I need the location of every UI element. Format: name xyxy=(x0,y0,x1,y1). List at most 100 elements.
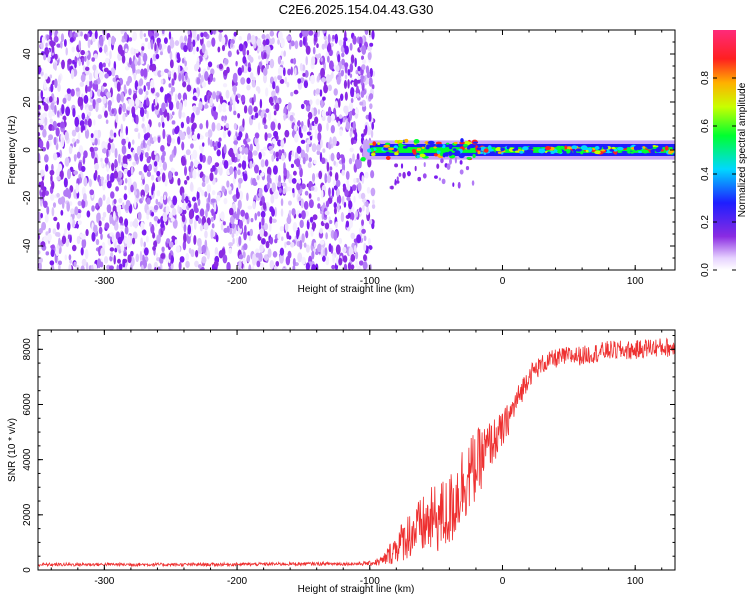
heatmap-noise-cell xyxy=(292,187,295,194)
heatmap-noise-cell xyxy=(56,43,61,48)
heatmap-noise-cell xyxy=(229,215,235,225)
heatmap-noise-cell xyxy=(124,237,129,244)
heatmap-noise-cell xyxy=(53,216,58,222)
heatmap-noise-cell xyxy=(316,43,319,48)
heatmap-noise-cell xyxy=(271,90,276,98)
heatmap-noise-cell xyxy=(273,130,279,138)
heatmap-noise-cell xyxy=(265,57,269,65)
heatmap-noise-cell xyxy=(84,128,90,139)
heatmap-noise-cell xyxy=(186,115,190,125)
heatmap-noise-cell xyxy=(159,51,163,56)
heatmap-noise-cell xyxy=(291,208,296,216)
heatmap-noise-cell xyxy=(345,220,350,228)
heatmap-noise-cell xyxy=(202,142,205,147)
heatmap-noise-cell xyxy=(330,124,335,134)
heatmap-noise-cell xyxy=(144,108,147,115)
heatmap-noise-cell xyxy=(181,213,186,223)
heatmap-noise-cell xyxy=(44,164,49,172)
heatmap-noise-cell xyxy=(339,93,344,102)
heatmap-noise-cell xyxy=(106,164,110,173)
heatmap-noise-cell xyxy=(197,264,202,269)
heatmap-noise-cell xyxy=(202,31,208,38)
heatmap-noise-cell xyxy=(277,66,283,76)
heatmap-noise-cell xyxy=(59,40,63,49)
heatmap-noise-cell xyxy=(246,192,249,202)
heatmap-noise-cell xyxy=(315,31,318,37)
heatmap-noise-cell xyxy=(358,227,362,234)
heatmap-noise-cell xyxy=(277,74,283,81)
heatmap-noise-cell xyxy=(327,106,332,116)
heatmap-noise-cell xyxy=(223,69,228,77)
heatmap-noise-cell xyxy=(372,199,375,205)
heatmap-noise-cell xyxy=(365,65,370,75)
heatmap-noise-cell xyxy=(242,50,246,57)
heatmap-noise-cell xyxy=(341,156,346,165)
heatmap-noise-cell xyxy=(197,217,202,224)
heatmap-noise-cell xyxy=(105,119,109,124)
heatmap-noise-cell xyxy=(311,250,315,260)
heatmap-noise-cell xyxy=(94,162,100,171)
heatmap-noise-cell xyxy=(64,254,68,261)
heatmap-noise-cell xyxy=(196,190,200,201)
heatmap-noise-cell xyxy=(278,175,282,184)
heatmap-noise-cell xyxy=(283,50,286,57)
heatmap-noise-cell xyxy=(124,185,127,191)
heatmap-noise-cell xyxy=(161,30,165,35)
heatmap-noise-cell xyxy=(232,237,235,245)
heatmap-noise-cell xyxy=(48,96,53,103)
heatmap-noise-cell xyxy=(244,212,249,220)
heatmap-noise-cell xyxy=(348,200,353,210)
signal-tail-cell xyxy=(441,178,446,185)
heatmap-noise-cell xyxy=(260,148,264,154)
heatmap-noise-cell xyxy=(169,50,173,61)
heatmap-noise-cell xyxy=(293,124,298,132)
heatmap-noise-cell xyxy=(76,138,80,144)
heatmap-noise-cell xyxy=(160,168,164,174)
heatmap-noise-cell xyxy=(106,148,109,158)
heatmap-noise-cell xyxy=(266,45,271,55)
heatmap-noise-cell xyxy=(146,110,149,120)
heatmap-noise-cell xyxy=(317,203,321,209)
signal-cell xyxy=(506,145,510,150)
signal-cell xyxy=(519,150,524,154)
heatmap-noise-cell xyxy=(349,130,353,138)
signal-cell xyxy=(565,148,571,154)
heatmap-noise-cell xyxy=(41,221,47,231)
heatmap-noise-cell xyxy=(207,129,213,138)
signal-cell xyxy=(633,145,639,151)
heatmap-noise-cell xyxy=(86,59,90,67)
signal-tail-cell xyxy=(400,163,404,169)
heatmap-noise-cell xyxy=(275,85,280,94)
heatmap-noise-cell xyxy=(54,96,57,102)
heatmap-noise-cell xyxy=(262,151,266,157)
heatmap-noise-cell xyxy=(207,91,213,97)
heatmap-noise-cell xyxy=(223,159,229,169)
heatmap-noise-cell xyxy=(347,212,351,218)
heatmap-noise-cell xyxy=(283,167,288,177)
heatmap-noise-cell xyxy=(153,204,159,211)
heatmap-noise-cell xyxy=(326,161,330,172)
heatmap-noise-cell xyxy=(329,136,332,145)
heatmap-noise-cell xyxy=(192,46,196,55)
heatmap-noise-cell xyxy=(218,63,224,70)
heatmap-noise-cell xyxy=(151,103,155,112)
heatmap-noise-cell xyxy=(242,55,247,64)
heatmap-noise-cell xyxy=(76,212,82,219)
heatmap-noise-cell xyxy=(49,260,55,266)
heatmap-noise-cell xyxy=(162,161,168,171)
signal-cell xyxy=(466,156,472,160)
heatmap-noise-cell xyxy=(367,52,372,61)
heatmap-noise-cell xyxy=(204,230,208,239)
heatmap-noise-cell xyxy=(349,73,353,78)
heatmap-noise-cell xyxy=(345,107,349,116)
heatmap-noise-cell xyxy=(292,257,296,267)
heatmap-noise-cell xyxy=(170,138,176,144)
heatmap-noise-cell xyxy=(355,251,359,260)
heatmap-noise-cell xyxy=(300,149,306,159)
signal-tail-cell xyxy=(465,165,470,171)
heatmap-noise-cell xyxy=(252,76,256,82)
heatmap-noise-cell xyxy=(366,71,371,79)
heatmap-noise-cell xyxy=(333,64,337,71)
heatmap-noise-cell xyxy=(70,216,73,226)
heatmap-noise-cell xyxy=(135,97,140,107)
